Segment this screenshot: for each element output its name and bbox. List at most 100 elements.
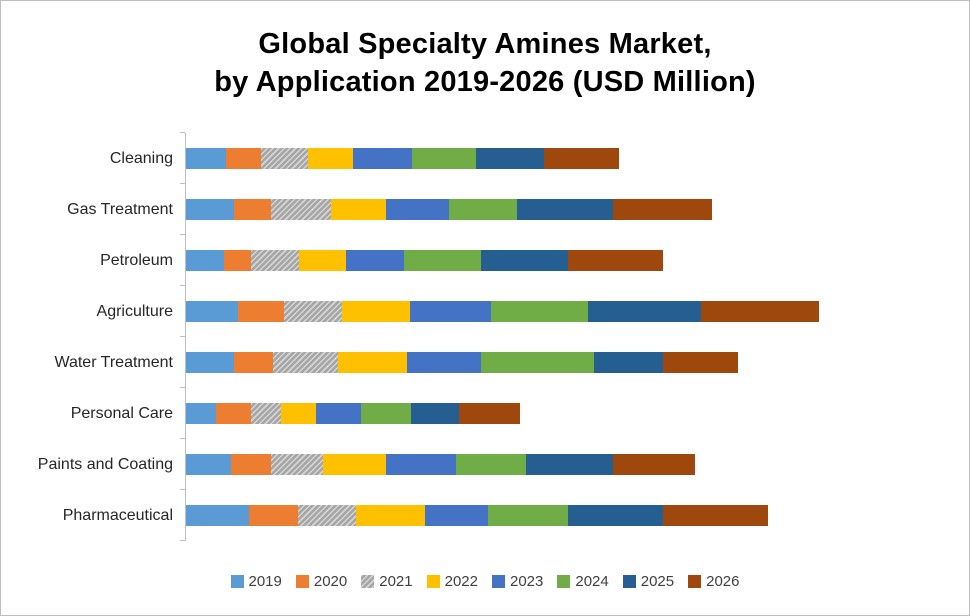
plot-area-row: [180, 336, 945, 388]
bar-segment-2026: [568, 250, 664, 271]
chart-row: Gas Treatment: [1, 183, 969, 235]
legend: 2019 2020 2021 2022 2023 2024 2025 2026: [1, 573, 969, 590]
bar-segment-2024: [360, 403, 411, 424]
legend-swatch-2019: [230, 575, 244, 588]
bar-segment-2019: [186, 301, 238, 322]
bar-segment-2020: [223, 250, 251, 271]
stacked-bar: [186, 352, 945, 373]
bar-segment-2022: [355, 505, 425, 526]
bar-segment-2022: [322, 454, 386, 475]
legend-item-2024: 2024: [557, 573, 609, 590]
chart-row: Agriculture: [1, 285, 969, 337]
bar-segment-2022: [341, 301, 410, 322]
legend-label: 2024: [575, 573, 609, 590]
bar-segment-2021: [260, 148, 308, 169]
bar-segment-2019: [186, 505, 249, 526]
bar-segment-2019: [186, 352, 234, 373]
legend-swatch-2022: [426, 575, 440, 588]
legend-swatch-2025: [622, 575, 636, 588]
bar-segment-2025: [568, 505, 664, 526]
bar-segment-2021: [250, 250, 299, 271]
legend-item-2023: 2023: [492, 573, 543, 590]
bar-segment-2023: [424, 505, 488, 526]
chart-title-line1: Global Specialty Amines Market,: [258, 28, 712, 60]
bar-segment-2019: [186, 250, 224, 271]
bar-segment-2023: [406, 352, 481, 373]
category-label: Personal Care: [70, 404, 173, 422]
legend-label: 2020: [313, 573, 348, 590]
legend-item-2025: 2025: [622, 573, 674, 590]
bar-segment-2023: [409, 301, 491, 322]
bar-segment-2025: [480, 250, 569, 271]
bar-segment-2021: [283, 301, 342, 322]
legend-swatch-2020: [295, 575, 309, 588]
bar-segment-2020: [230, 454, 271, 475]
plot-area-row: [180, 285, 945, 337]
category-label: Agriculture: [96, 302, 173, 320]
bar-segment-2021: [270, 199, 331, 220]
bar-segment-2026: [543, 148, 620, 169]
category-label: Cleaning: [109, 149, 173, 167]
legend-swatch-2024: [557, 575, 571, 588]
legend-item-2021: 2021: [361, 573, 413, 590]
chart-title-line2: by Application 2019-2026 (USD Million): [214, 66, 756, 98]
plot-area-row: [180, 489, 945, 541]
bar-segment-2023: [385, 454, 456, 475]
bar-segment-2022: [298, 250, 346, 271]
bar-segment-2023: [345, 250, 404, 271]
bar-segment-2025: [594, 352, 664, 373]
bar-segment-2024: [455, 454, 526, 475]
legend-item-2026: 2026: [688, 573, 740, 590]
category-label: Water Treatment: [54, 353, 173, 371]
bar-segment-2025: [475, 148, 544, 169]
bar-segment-2026: [663, 505, 769, 526]
stacked-bar: [186, 505, 945, 526]
stacked-bar: [186, 148, 945, 169]
bar-segment-2020: [233, 199, 271, 220]
bar-segment-2020: [233, 352, 273, 373]
plot-area-row: [180, 234, 945, 286]
chart-row: Personal Care: [1, 387, 969, 439]
bar-segment-2024: [411, 148, 476, 169]
bar-segment-2026: [613, 454, 696, 475]
bar-segment-2019: [186, 199, 234, 220]
chart-title: Global Specialty Amines Market, by Appli…: [1, 1, 969, 101]
legend-label: 2026: [706, 573, 740, 590]
legend-swatch-2026: [688, 575, 702, 588]
category-label: Gas Treatment: [67, 200, 173, 218]
legend-swatch-2023: [492, 575, 505, 588]
bar-segment-2021: [297, 505, 356, 526]
bar-segment-2020: [237, 301, 284, 322]
category-label: Paints and Coating: [37, 455, 173, 473]
legend-swatch-2021: [361, 575, 375, 588]
bar-segment-2021: [250, 403, 281, 424]
bar-segment-2024: [487, 505, 569, 526]
bar-segment-2022: [330, 199, 386, 220]
bar-segment-2024: [490, 301, 589, 322]
category-label: Petroleum: [100, 251, 173, 269]
legend-label: 2019: [248, 573, 282, 590]
stacked-bar: [186, 250, 945, 271]
bar-segment-2020: [215, 403, 251, 424]
bar-segment-2022: [280, 403, 316, 424]
legend-item-2019: 2019: [230, 573, 282, 590]
chart-row: Water Treatment: [1, 336, 969, 388]
bar-segment-2024: [448, 199, 517, 220]
bar-segment-2019: [186, 454, 231, 475]
bar-segment-2026: [613, 199, 713, 220]
bar-segment-2023: [315, 403, 361, 424]
bar-segment-2024: [480, 352, 595, 373]
bar-segment-2019: [186, 148, 226, 169]
bar-segment-2024: [403, 250, 481, 271]
plot-area-row: [180, 132, 945, 184]
bar-segment-2022: [337, 352, 407, 373]
chart-row: Petroleum: [1, 234, 969, 286]
legend-item-2020: 2020: [295, 573, 348, 590]
stacked-bar: [186, 199, 945, 220]
chart-row: Paints and Coating: [1, 438, 969, 490]
bar-segment-2020: [225, 148, 261, 169]
category-label: Pharmaceutical: [62, 506, 173, 524]
bar-segment-2026: [458, 403, 520, 424]
bar-segment-2026: [701, 301, 820, 322]
